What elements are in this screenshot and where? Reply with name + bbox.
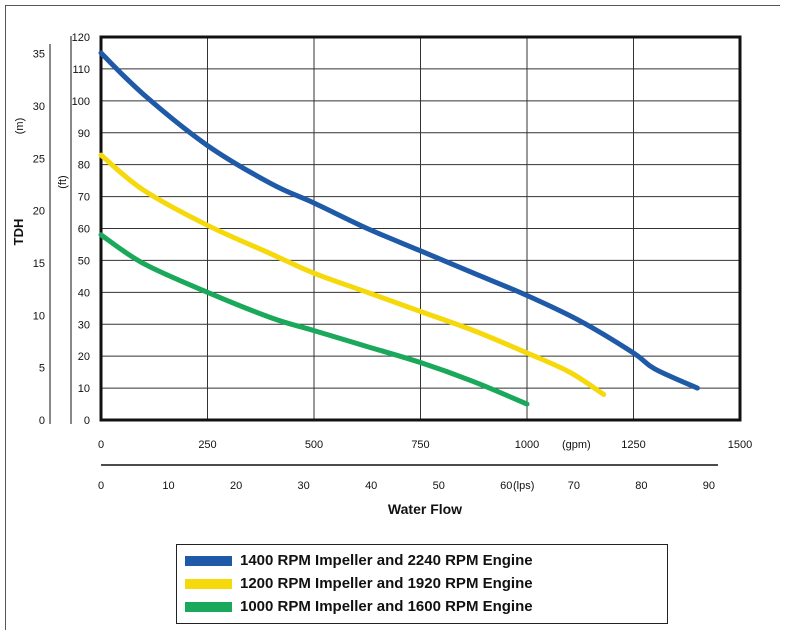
- lps-tick-label: 80: [635, 480, 647, 492]
- legend: 1400 RPM Impeller and 2240 RPM Engine 12…: [176, 544, 668, 624]
- legend-label: 1400 RPM Impeller and 2240 RPM Engine: [240, 552, 533, 569]
- meters-tick-label: 5: [39, 363, 45, 375]
- feet-tick-label: 30: [78, 319, 90, 331]
- lps-tick-label: 70: [568, 480, 580, 492]
- legend-label: 1200 RPM Impeller and 1920 RPM Engine: [240, 575, 533, 592]
- tdh-meters-axis: 0 5 10 15 20 25 30 35: [33, 44, 50, 427]
- legend-swatch: [185, 556, 232, 566]
- feet-tick-label: 60: [78, 224, 90, 236]
- feet-tick-label: 40: [78, 287, 90, 299]
- y-axis-unit-feet: (ft): [57, 175, 69, 188]
- feet-tick-label: 0: [84, 415, 90, 427]
- tdh-feet-axis: 0 10 20 30 40 50 60 70 80 90 100 110 120: [71, 32, 90, 427]
- series-line-2: [101, 155, 604, 394]
- x-axis-title: Water Flow: [388, 501, 462, 517]
- meters-tick-label: 30: [33, 101, 45, 113]
- feet-tick-label: 90: [78, 128, 90, 140]
- lps-tick-label: 30: [298, 480, 310, 492]
- feet-tick-label: 50: [78, 255, 90, 267]
- meters-tick-label: 0: [39, 415, 45, 427]
- gpm-tick-label: 250: [198, 439, 216, 451]
- gpm-tick-label: 1000: [515, 439, 539, 451]
- feet-tick-label: 80: [78, 160, 90, 172]
- meters-tick-label: 10: [33, 310, 45, 322]
- flow-gpm-axis: 0 250 500 750 1000 1250 1500: [98, 439, 752, 451]
- meters-tick-label: 35: [33, 49, 45, 61]
- meters-tick-label: 20: [33, 206, 45, 218]
- legend-label: 1000 RPM Impeller and 1600 RPM Engine: [240, 598, 533, 615]
- lps-tick-label: 90: [703, 480, 715, 492]
- legend-item: 1000 RPM Impeller and 1600 RPM Engine: [185, 595, 659, 618]
- feet-tick-label: 120: [72, 32, 90, 44]
- y-axis-title: TDH: [11, 219, 26, 246]
- flow-lps-axis: 0 10 20 30 40 50 60 70 80 90: [98, 465, 718, 492]
- gpm-tick-label: 1250: [621, 439, 645, 451]
- meters-tick-label: 15: [33, 258, 45, 270]
- feet-tick-label: 10: [78, 383, 90, 395]
- lps-tick-label: 60: [500, 480, 512, 492]
- lps-tick-label: 10: [162, 480, 174, 492]
- x-axis-unit-lps: (lps): [513, 480, 534, 492]
- x-axis-unit-gpm: (gpm): [562, 439, 591, 451]
- gpm-tick-label: 750: [411, 439, 429, 451]
- feet-tick-label: 20: [78, 351, 90, 363]
- gpm-tick-label: 500: [305, 439, 323, 451]
- y-axis-unit-meters: (m): [14, 118, 26, 135]
- feet-tick-label: 70: [78, 192, 90, 204]
- meters-tick-label: 25: [33, 153, 45, 165]
- series-line-1: [101, 53, 697, 388]
- feet-tick-label: 100: [72, 96, 90, 108]
- gpm-tick-label: 1500: [728, 439, 752, 451]
- feet-tick-label: 110: [72, 64, 90, 76]
- lps-tick-label: 50: [433, 480, 445, 492]
- legend-item: 1400 RPM Impeller and 2240 RPM Engine: [185, 549, 659, 572]
- legend-item: 1200 RPM Impeller and 1920 RPM Engine: [185, 572, 659, 595]
- lps-tick-label: 20: [230, 480, 242, 492]
- legend-swatch: [185, 602, 232, 612]
- legend-swatch: [185, 579, 232, 589]
- lps-tick-label: 40: [365, 480, 377, 492]
- gpm-tick-label: 0: [98, 439, 104, 451]
- lps-tick-label: 0: [98, 480, 104, 492]
